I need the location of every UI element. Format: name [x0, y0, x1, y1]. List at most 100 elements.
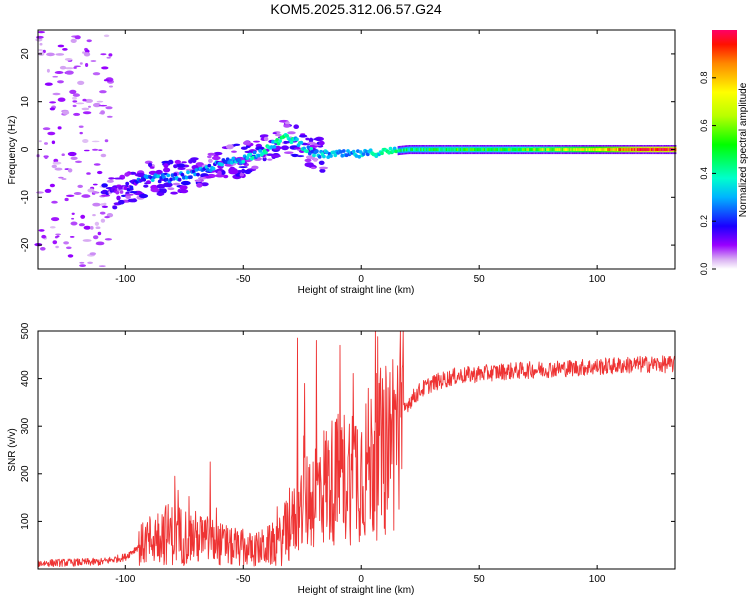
band-core: [597, 148, 599, 151]
ridge-blob: [329, 154, 333, 158]
scatter-blob: [296, 155, 305, 158]
ridge-blob: [264, 150, 268, 155]
noise-speckle: [82, 98, 87, 102]
band-core: [553, 148, 555, 151]
scatter-blob: [212, 156, 221, 161]
scatter-blob: [244, 150, 253, 154]
scatter-blob: [101, 183, 108, 188]
scatter-blob: [150, 188, 160, 193]
band-core: [625, 148, 627, 151]
band-core: [567, 148, 569, 151]
band-core: [499, 148, 501, 151]
band-core: [459, 148, 462, 151]
colorbar-tick-label: 0.6: [699, 119, 709, 132]
noise-speckle: [46, 52, 55, 57]
band-core: [568, 148, 571, 151]
snr-x-label: Height of straight line (km): [298, 585, 415, 596]
scatter-blob: [163, 182, 173, 188]
noise-speckle: [35, 37, 43, 42]
band-core: [595, 148, 598, 151]
band-core: [509, 148, 511, 151]
band-core: [665, 148, 667, 151]
scatter-blob: [310, 166, 316, 170]
band-core: [508, 148, 510, 151]
scatter-blob: [149, 166, 155, 169]
noise-speckle: [98, 265, 106, 267]
x-tick-label: -50: [236, 274, 251, 285]
noise-speckle: [103, 202, 107, 206]
scatter-blob: [283, 124, 291, 128]
noise-speckle: [82, 239, 92, 242]
noise-speckle: [78, 125, 84, 128]
band-core: [421, 148, 423, 151]
band-core: [447, 148, 449, 151]
band-core: [464, 148, 466, 151]
noise-speckle: [51, 217, 60, 222]
band-core: [617, 148, 619, 151]
ridge-blob: [220, 162, 224, 167]
ridge-blob: [123, 186, 128, 191]
noise-speckle: [92, 214, 96, 217]
band-core: [628, 148, 630, 151]
scatter-blob: [125, 195, 131, 199]
scatter-blob: [112, 205, 118, 210]
colorbar-ticks: 0.0 0.2 0.4 0.6 0.8: [699, 72, 716, 275]
band-core: [512, 148, 514, 151]
noise-speckle: [86, 172, 91, 175]
noise-speckle: [104, 139, 109, 143]
noise-speckle: [63, 241, 69, 245]
band-core: [525, 148, 527, 151]
noise-speckle: [72, 104, 77, 108]
band-core: [465, 148, 467, 151]
band-core: [529, 148, 531, 151]
scatter-blob: [217, 170, 222, 176]
noise-speckle: [90, 60, 97, 62]
scatter-blob: [263, 136, 269, 142]
snr-y-label: SNR (v/v): [7, 428, 18, 471]
band-core: [667, 148, 670, 151]
band-core: [469, 148, 472, 151]
band-core: [600, 148, 602, 151]
scatter-blob: [156, 192, 165, 196]
band-core: [614, 148, 616, 151]
scatter-blob: [293, 124, 300, 129]
band-core: [619, 148, 622, 151]
scatter-blob: [318, 140, 325, 146]
noise-speckle: [79, 261, 85, 264]
noise-speckle: [78, 223, 85, 227]
band-core: [573, 148, 575, 151]
band-core: [489, 148, 491, 151]
band-core: [642, 148, 644, 151]
band-core: [399, 149, 401, 152]
noise-speckle: [108, 53, 113, 57]
band-core: [675, 148, 677, 151]
band-core: [648, 148, 650, 151]
scatter-blob: [167, 159, 174, 165]
ridge-blob: [180, 172, 185, 177]
ridge-blob: [271, 140, 275, 144]
noise-speckle: [37, 30, 46, 34]
ridge-blob: [275, 138, 280, 142]
scatter-blob: [177, 189, 182, 193]
ridge-blob: [346, 149, 350, 153]
noise-speckle: [67, 254, 74, 258]
scatter-blob: [305, 137, 310, 141]
band-core: [666, 148, 668, 151]
noise-speckle: [93, 102, 101, 108]
scatter-blob: [267, 158, 273, 161]
band-core: [577, 148, 579, 151]
band-core: [397, 149, 399, 153]
scatter-blob: [129, 171, 137, 175]
colorbar-label: Normalized spectral amplitude: [738, 82, 749, 217]
noise-speckle: [103, 79, 109, 82]
ridge-blob: [340, 153, 345, 158]
band-core: [660, 148, 663, 151]
band-core: [437, 148, 439, 151]
noise-speckle: [72, 100, 78, 103]
scatter-blob: [275, 133, 282, 137]
noise-speckle: [70, 221, 78, 226]
noise-speckle: [99, 90, 107, 94]
band-core: [478, 148, 480, 151]
noise-speckle: [55, 53, 65, 56]
scatter-blob: [221, 170, 226, 176]
